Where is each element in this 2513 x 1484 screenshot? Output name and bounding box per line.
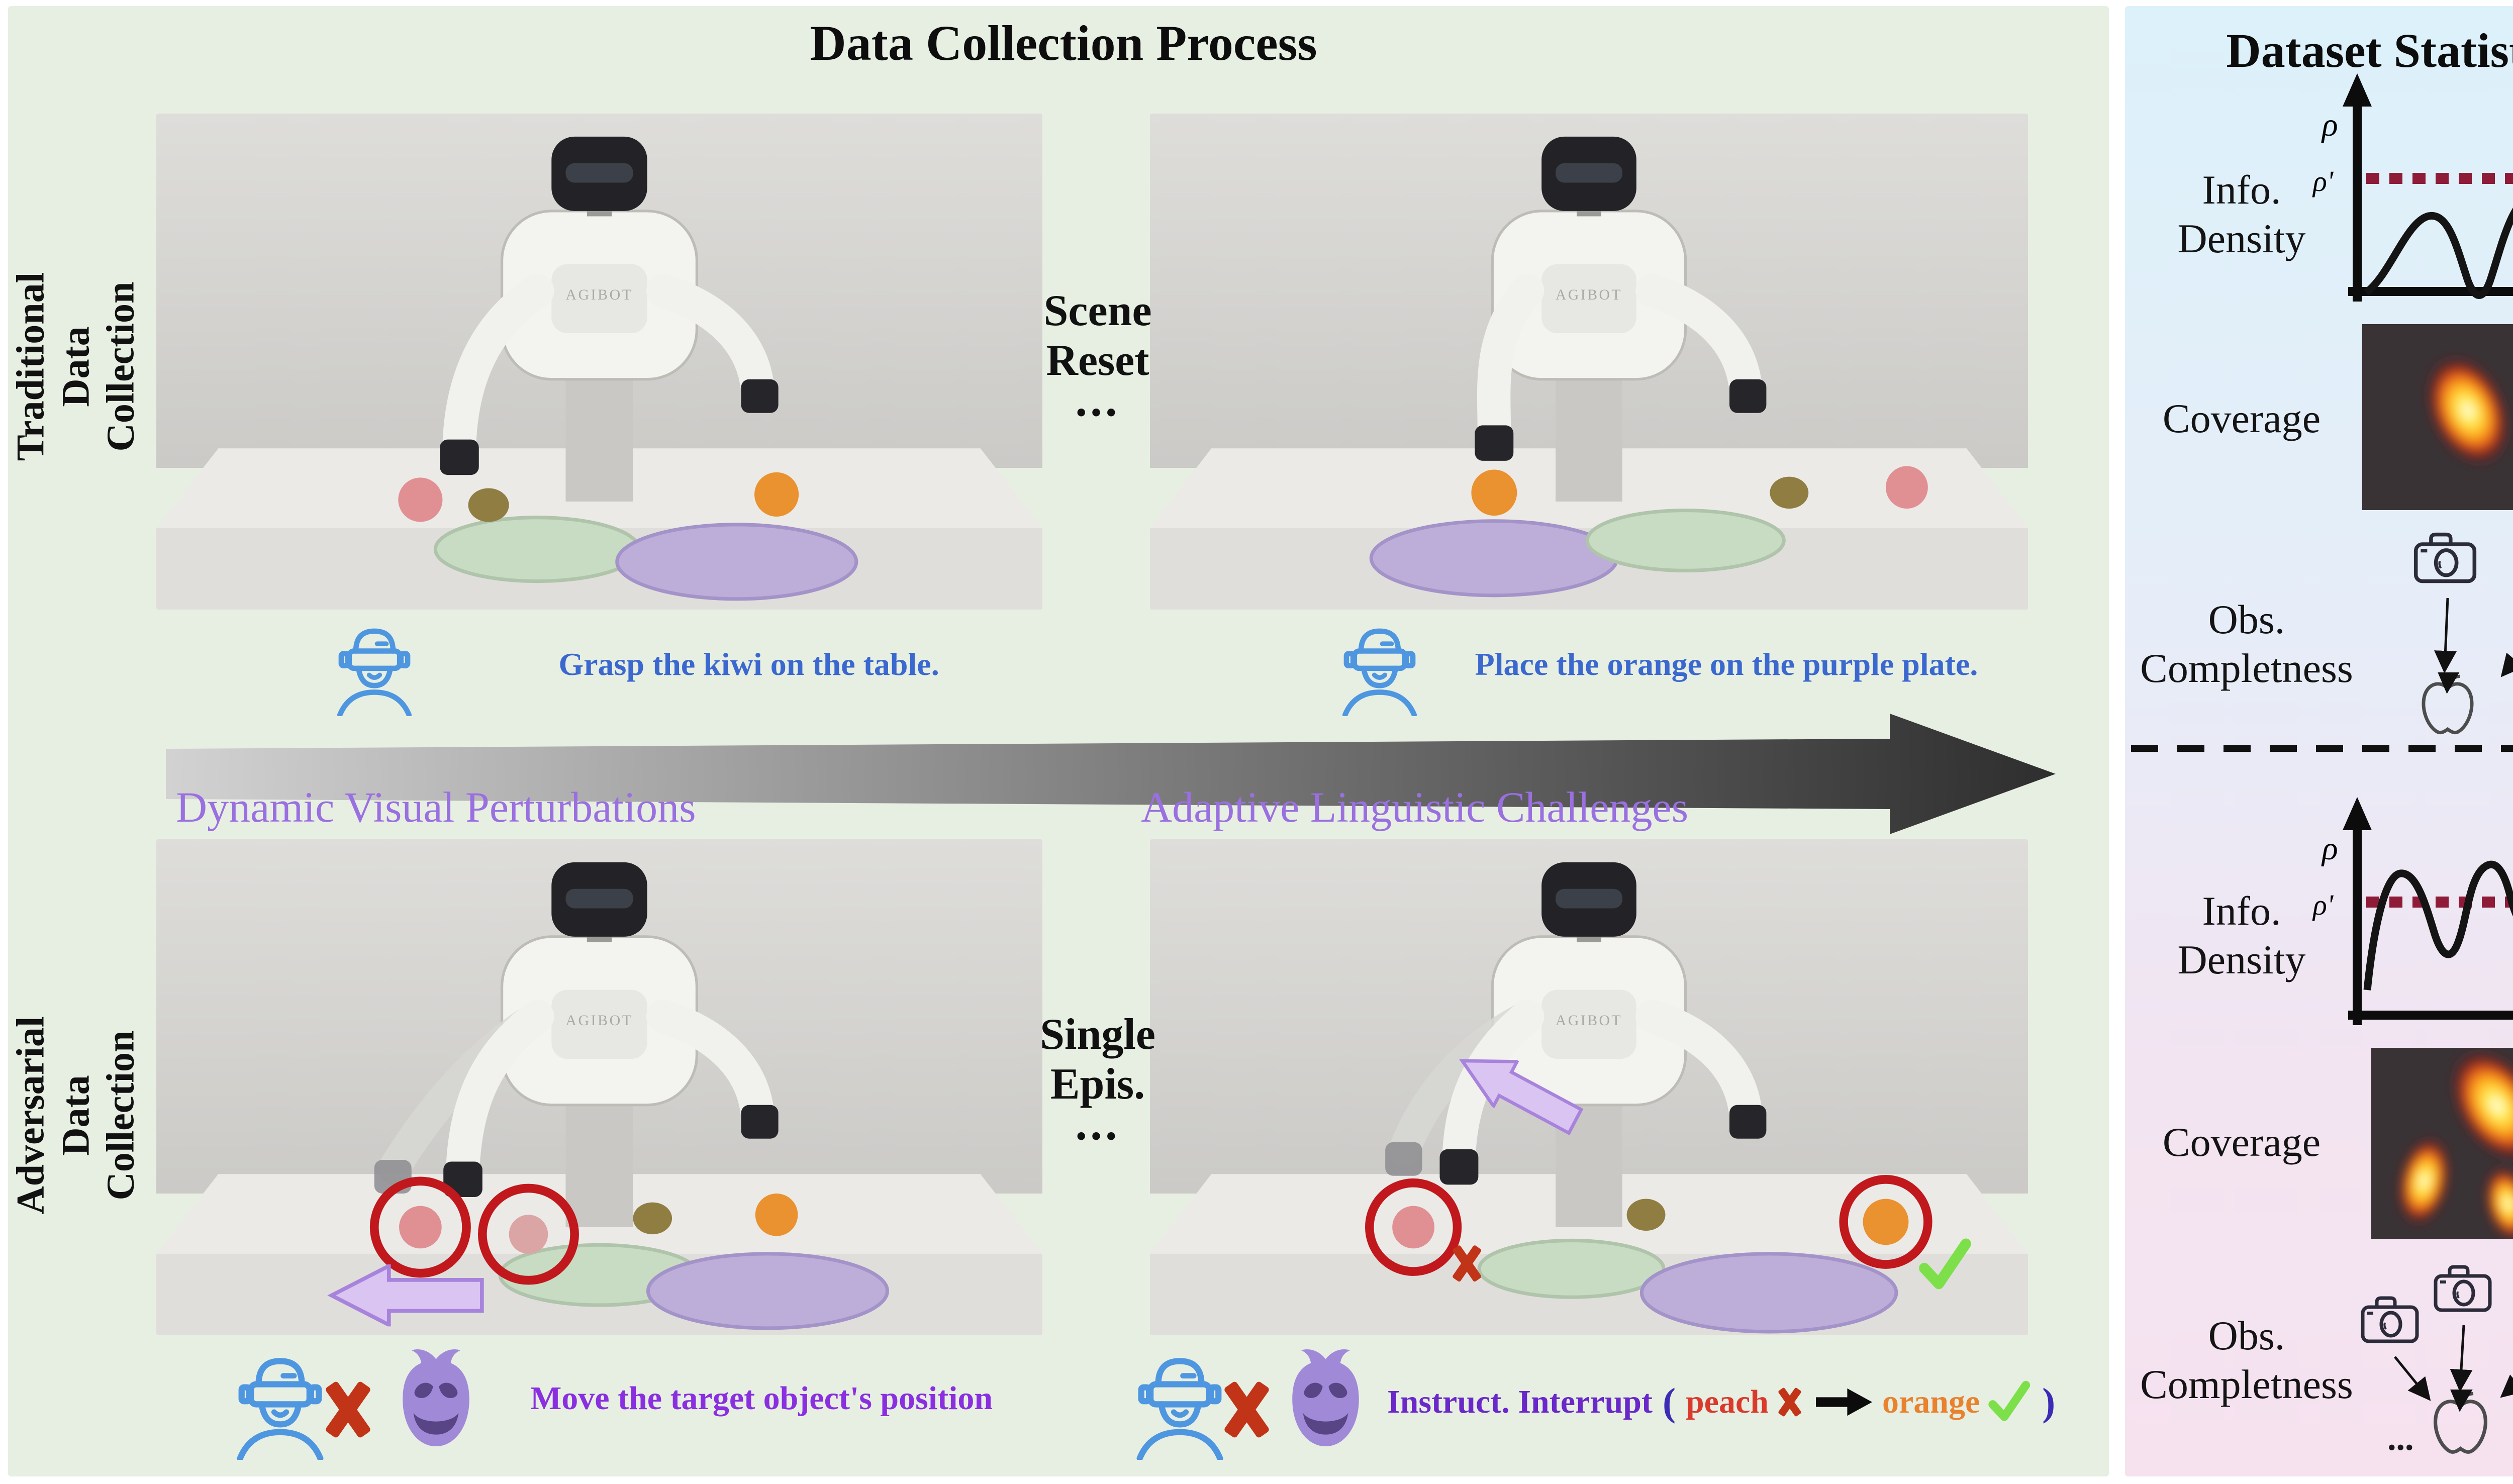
info-density-chart-traditional: ρ ρ' t xyxy=(2312,73,2513,302)
rho-axis-label: ρ xyxy=(2321,107,2338,143)
vr-operator-icon xyxy=(322,623,427,716)
red-circle-marker xyxy=(1365,1178,1462,1276)
peach-fruit xyxy=(1392,1206,1435,1249)
photo-traditional-place: AGIBOT xyxy=(1150,114,2028,610)
info-density-label-top: Info. Density xyxy=(2177,167,2306,261)
red-circle-marker xyxy=(369,1176,471,1278)
apple-outline-icon xyxy=(2436,1394,2486,1452)
wrong-object-word: peach xyxy=(1685,1383,1769,1420)
orange-fruit xyxy=(755,1194,798,1236)
photo-adversarial-move: AGIBOT xyxy=(156,839,1042,1335)
peach-fruit xyxy=(398,477,443,522)
peach-fruit-moved xyxy=(509,1215,548,1254)
robot-brand-text: AGIBOT xyxy=(565,1012,633,1029)
vr-operator-icon xyxy=(1327,623,1432,716)
caption-instruct-interrupt: Instruct. Interrupt ( peach orange ) xyxy=(1387,1374,2055,1430)
more-cameras-ellipsis: ... xyxy=(2387,1419,2414,1458)
red-x-icon xyxy=(1215,1364,1278,1455)
dataset-statistics-title: Dataset Statistics xyxy=(2226,24,2513,77)
kiwi-fruit xyxy=(1770,476,1809,509)
red-x-icon xyxy=(1774,1380,1806,1424)
rho-threshold-label: ρ' xyxy=(2312,888,2334,921)
coverage-label-top: Coverage xyxy=(2162,395,2321,441)
photo-traditional-grasp: AGIBOT xyxy=(156,114,1042,610)
coverage-label-bottom: Coverage xyxy=(2162,1119,2321,1165)
subtitle-visual-perturbations: Dynamic Visual Perturbations xyxy=(176,783,696,831)
devil-emoji-icon xyxy=(1277,1337,1375,1460)
photo-adversarial-interrupt: AGIBOT xyxy=(1150,839,2028,1335)
peach-fruit xyxy=(1885,466,1928,509)
interrupt-prefix: Instruct. Interrupt xyxy=(1387,1383,1653,1420)
open-paren: ( xyxy=(1662,1380,1676,1424)
traditional-row-label-wrap: Traditional Data Collection xyxy=(8,191,142,543)
green-check-icon xyxy=(1986,1379,2032,1425)
kiwi-fruit xyxy=(1626,1199,1666,1231)
red-x-icon xyxy=(317,1364,379,1455)
process-flow-arrow xyxy=(166,714,2056,834)
kiwi-fruit xyxy=(468,488,509,522)
traditional-row-label: Traditional Data Collection xyxy=(8,272,142,461)
obs-completeness-label-top: Obs. Completness xyxy=(2140,597,2353,691)
adversarial-row-label: Adversarial Data Collection xyxy=(8,1016,142,1215)
peach-fruit xyxy=(399,1206,442,1249)
obs-completeness-figure-adversarial: ... xyxy=(2307,1239,2513,1458)
caption-move-object: Move the target object's position xyxy=(530,1380,993,1417)
scene-reset-label: Scene Reset xyxy=(1043,286,1152,385)
caption-grasp-kiwi: Grasp the kiwi on the table. xyxy=(558,646,939,682)
camera-icon xyxy=(2363,1298,2417,1341)
black-arrow-icon xyxy=(1816,1386,1872,1418)
robot-brand-text: AGIBOT xyxy=(1556,1012,1622,1029)
orange-fruit xyxy=(1471,469,1517,516)
scene-reset-block: Scene Reset ... xyxy=(1022,286,1173,427)
orange-fruit xyxy=(754,472,799,517)
adversarial-row-label-wrap: Adversarial Data Collection xyxy=(8,940,142,1292)
subtitle-linguistic-challenges: Adaptive Linguistic Challenges xyxy=(1141,783,1689,831)
single-episode-block: Single Epis. ... xyxy=(1022,1010,1173,1150)
orange-fruit xyxy=(1863,1199,1909,1245)
red-circle-marker xyxy=(477,1183,579,1285)
obs-completeness-label-bottom: Obs. Completness xyxy=(2140,1313,2353,1407)
single-episode-label: Single Epis. xyxy=(1040,1010,1155,1109)
robot-brand-text: AGIBOT xyxy=(1556,286,1622,303)
close-paren: ) xyxy=(2042,1380,2056,1424)
camera-icon xyxy=(2416,535,2475,581)
rho-threshold-label: ρ' xyxy=(2312,165,2334,197)
red-circle-marker xyxy=(1839,1174,1932,1269)
robot-brand-text: AGIBOT xyxy=(565,286,633,303)
scene-reset-dots: ... xyxy=(1075,373,1120,427)
caption-place-orange: Place the orange on the purple plate. xyxy=(1475,646,1978,682)
density-curve xyxy=(2363,860,2513,991)
correct-object-word: orange xyxy=(1882,1383,1980,1420)
info-density-chart-adversarial: ρ ρ' t xyxy=(2312,797,2513,1025)
apple-outline-icon xyxy=(2424,676,2472,733)
camera-icon xyxy=(2436,1267,2490,1310)
coverage-heatmap-traditional xyxy=(2362,324,2513,510)
coverage-heatmap-adversarial xyxy=(2371,1048,2513,1239)
data-collection-title: Data Collection Process xyxy=(810,15,1317,71)
info-density-label-bottom: Info. Density xyxy=(2177,888,2306,982)
single-episode-dots: ... xyxy=(1075,1097,1120,1150)
density-curve xyxy=(2364,207,2513,299)
rho-axis-label: ρ xyxy=(2321,830,2338,867)
section-divider-dashed xyxy=(2131,745,2513,752)
devil-emoji-icon xyxy=(387,1337,485,1460)
obs-completeness-figure-traditional xyxy=(2372,523,2513,739)
kiwi-fruit xyxy=(633,1202,672,1235)
